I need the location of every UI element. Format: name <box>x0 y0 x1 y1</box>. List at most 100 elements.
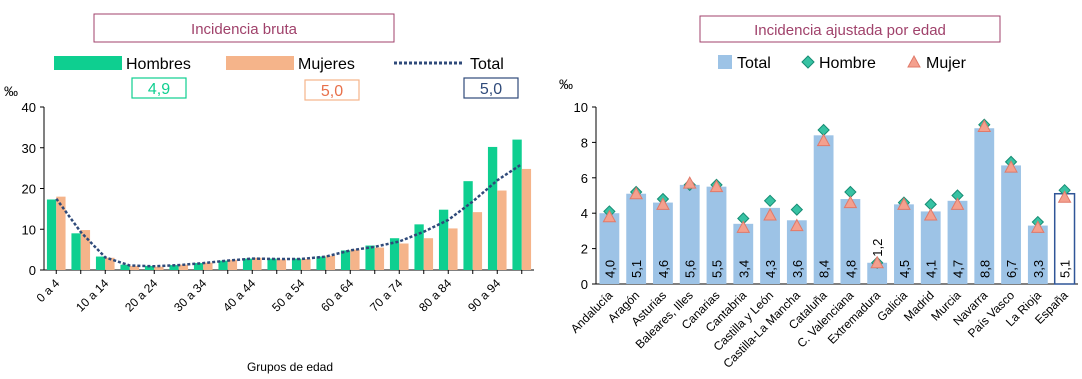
legend-swatch-mujeres <box>226 56 294 70</box>
adjusted-bar-value-label: 3,3 <box>1031 260 1046 278</box>
crude-bar-hombres <box>144 265 155 270</box>
crude-bar-hombres <box>414 224 424 270</box>
crude-x-tick-label: 10 a 14 <box>73 276 111 314</box>
summary-box-mujeres <box>304 79 360 101</box>
adjusted-marker-mujer <box>656 197 670 210</box>
adjusted-bar-value-label: 8,8 <box>977 260 992 278</box>
adjusted-title-box <box>699 15 1001 43</box>
crude-x-tick-label: 20 a 24 <box>122 276 160 314</box>
crude-bar-mujeres <box>448 228 458 270</box>
crude-bar-hombres <box>193 263 204 270</box>
crude-bar-hombres <box>340 250 351 270</box>
adjusted-y-tick-label: 10 <box>574 100 588 115</box>
crude-bar-mujeres <box>350 249 360 270</box>
crude-y-tick-label: 20 <box>22 182 36 197</box>
legend-label-hombre: Hombre <box>819 55 876 72</box>
crude-bar-hombres <box>463 181 473 270</box>
crude-bar-mujeres <box>203 262 213 270</box>
adjusted-x-tick-label: Madrid <box>901 288 937 324</box>
crude-bar-hombres <box>242 258 253 270</box>
crude-bar-hombres <box>267 258 277 270</box>
crude-bar-mujeres <box>227 259 238 270</box>
crude-y-tick-label: 10 <box>22 222 36 237</box>
crude-bar-mujeres <box>154 266 164 270</box>
crude-bar-hombres <box>46 199 57 270</box>
adjusted-marker-mujer <box>923 207 938 221</box>
crude-y-tick-label: 40 <box>22 100 36 115</box>
chart-crude-incidence: Incidencia bruta Hombres Mujeres Total 4… <box>4 13 534 374</box>
crude-axes: 0 10 20 30 40 <box>22 100 534 278</box>
crude-bar-mujeres <box>80 230 91 270</box>
crude-bar-mujeres <box>472 212 483 270</box>
adjusted-bar-total <box>599 213 620 284</box>
adjusted-marker-mujer <box>709 179 724 193</box>
crude-bar-mujeres <box>276 259 287 270</box>
adjusted-markers <box>602 118 1072 269</box>
crude-bar-mujeres <box>325 255 336 270</box>
adjusted-marker-hombre <box>763 194 777 208</box>
crude-bar-mujeres <box>374 247 385 270</box>
crude-bar-hombres <box>218 260 228 270</box>
crude-bar-hombres <box>512 139 522 270</box>
crude-bar-mujeres <box>178 264 189 270</box>
adjusted-y-tick-label: 4 <box>581 206 588 221</box>
crude-bar-hombres <box>487 146 498 270</box>
adjusted-bar-total <box>920 211 941 284</box>
crude-bar-hombres <box>120 264 130 270</box>
crude-bar-hombres <box>316 256 326 270</box>
crude-bar-mujeres <box>423 238 434 270</box>
adjusted-bar-value-label: 4,8 <box>843 260 858 278</box>
adjusted-bar-value-label: 8,4 <box>817 260 832 278</box>
adjusted-bar-total <box>894 204 914 284</box>
crude-x-tick-label: 80 a 84 <box>416 276 454 314</box>
legend-marker-mujer <box>907 54 921 68</box>
adjusted-bar-total <box>1001 165 1021 284</box>
legend-label-mujeres: Mujeres <box>298 56 355 73</box>
crude-bar-mujeres <box>497 190 507 270</box>
adjusted-marker-mujer <box>789 218 804 232</box>
legend-label-total: Total <box>470 56 504 73</box>
adjusted-marker-mujer <box>602 209 617 223</box>
adjusted-bar-total <box>626 193 647 284</box>
adjusted-bar-total <box>733 223 754 284</box>
adjusted-marker-mujer <box>897 197 911 210</box>
adjusted-bar-total <box>653 202 673 284</box>
legend-label-hombres: Hombres <box>126 56 191 73</box>
crude-bar-hombres <box>389 238 400 270</box>
crude-title: Incidencia bruta <box>191 21 298 38</box>
adjusted-bar-total <box>813 135 834 284</box>
summary-box-total <box>463 77 519 99</box>
adjusted-bars: 4,0 5,1 4,6 5,6 5,5 3,4 4,3 3,6 8,4 4,8 1,2 4,5 4,1 4… <box>599 128 1076 285</box>
crude-x-tick-label: 40 a 44 <box>220 276 258 314</box>
crude-bar-mujeres <box>521 168 532 270</box>
crude-bar-mujeres <box>301 258 311 270</box>
legend-label-total-bar: Total <box>737 55 771 72</box>
crude-x-axis-title: Grupos de edad <box>247 360 333 374</box>
adjusted-bar-value-label: 5,1 <box>1058 260 1073 278</box>
crude-x-tick-label: 30 a 34 <box>171 276 209 314</box>
crude-bar-hombres <box>365 245 375 270</box>
adjusted-bar-value-label: 3,6 <box>790 260 805 278</box>
adjusted-marker-mujer <box>1004 160 1018 173</box>
crude-bar-hombres <box>438 209 449 270</box>
adjusted-bar-value-label: 3,4 <box>736 260 751 278</box>
adjusted-y-tick-label: 2 <box>581 242 588 257</box>
adjusted-bar-value-label: 4,5 <box>897 260 912 278</box>
crude-total-line <box>55 163 523 268</box>
crude-x-tick-labels: 0 a 4 10 a 14 20 a 24 30 a 34 40 a 44 50 a 54… <box>34 270 523 314</box>
adjusted-marker-mujer <box>816 133 831 147</box>
adjusted-marker-mujer <box>682 176 697 189</box>
adjusted-marker-mujer <box>629 186 644 200</box>
crude-bar-mujeres <box>129 265 140 270</box>
adjusted-marker-hombre <box>790 203 804 216</box>
adjusted-y-unit: ‰ <box>559 76 573 92</box>
crude-y-tick-label: 0 <box>29 263 36 278</box>
summary-value-hombres: 4,9 <box>148 81 170 98</box>
adjusted-marker-mujer <box>736 220 751 233</box>
adjusted-bar-total <box>760 207 780 284</box>
crude-bar-mujeres <box>252 257 262 270</box>
crude-bar-mujeres <box>56 196 66 270</box>
adjusted-bar-value-label: 5,1 <box>629 260 644 278</box>
adjusted-bar-value-label: 4,0 <box>602 260 617 278</box>
